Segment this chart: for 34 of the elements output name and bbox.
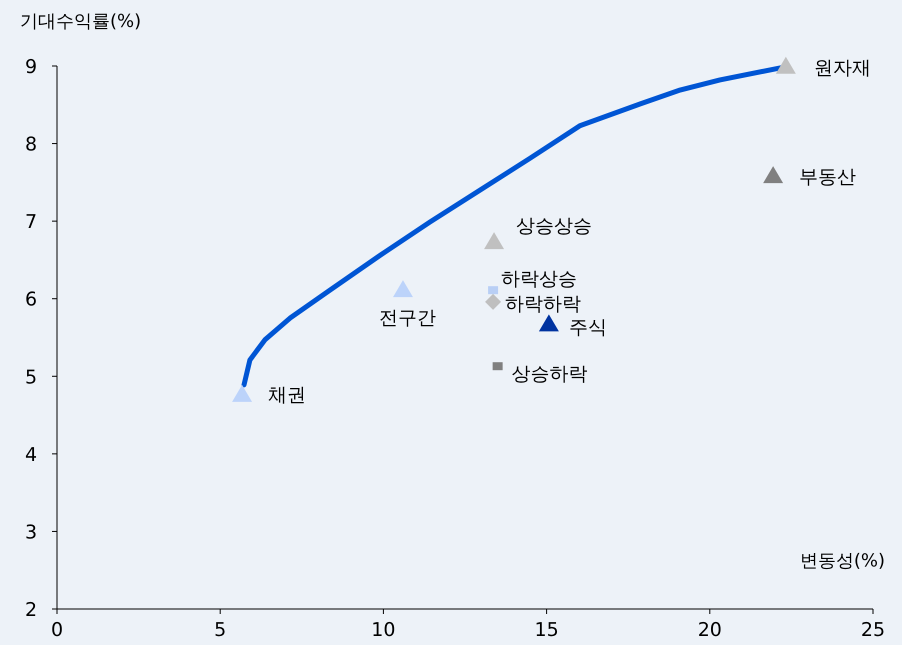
series-label: 하락상승 [501, 268, 578, 290]
y-tick-label: 3 [24, 521, 38, 544]
x-tick-label: 20 [698, 619, 722, 641]
x-axis-title: 변동성(%) [800, 550, 885, 572]
y-tick-label: 7 [24, 211, 38, 234]
point [763, 166, 784, 184]
series-label: 상승상승 [516, 215, 592, 238]
point [776, 56, 796, 74]
y-tick-label: 8 [24, 134, 38, 156]
series-label: 상승하락 [512, 363, 588, 386]
y-tick-label: 2 [24, 599, 38, 621]
point [484, 232, 504, 250]
series-label: 채권 [268, 384, 306, 406]
point [492, 362, 503, 370]
point [392, 280, 413, 298]
series-label: 주식 [568, 316, 607, 338]
y-tick-label: 5 [24, 366, 38, 388]
point [485, 294, 502, 310]
point [488, 286, 498, 294]
y-tick-label: 9 [24, 56, 38, 78]
series-label: 전구간 [378, 307, 436, 330]
y-axis-title: 기대수익률(%) [20, 11, 142, 32]
x-tick-label: 15 [534, 619, 559, 641]
x-tick-label: 10 [371, 619, 396, 641]
x-tick-label: 25 [860, 619, 886, 641]
x-tick-label: 0 [50, 619, 64, 641]
series-label: 하락하락 [505, 292, 582, 315]
series-label: 부동산 [799, 166, 856, 188]
y-tick-label: 6 [24, 288, 38, 311]
point [538, 314, 559, 332]
point [232, 384, 252, 402]
series-label: 원자재 [814, 56, 871, 79]
y-tick-label: 4 [24, 444, 38, 466]
x-tick-label: 5 [214, 619, 226, 641]
